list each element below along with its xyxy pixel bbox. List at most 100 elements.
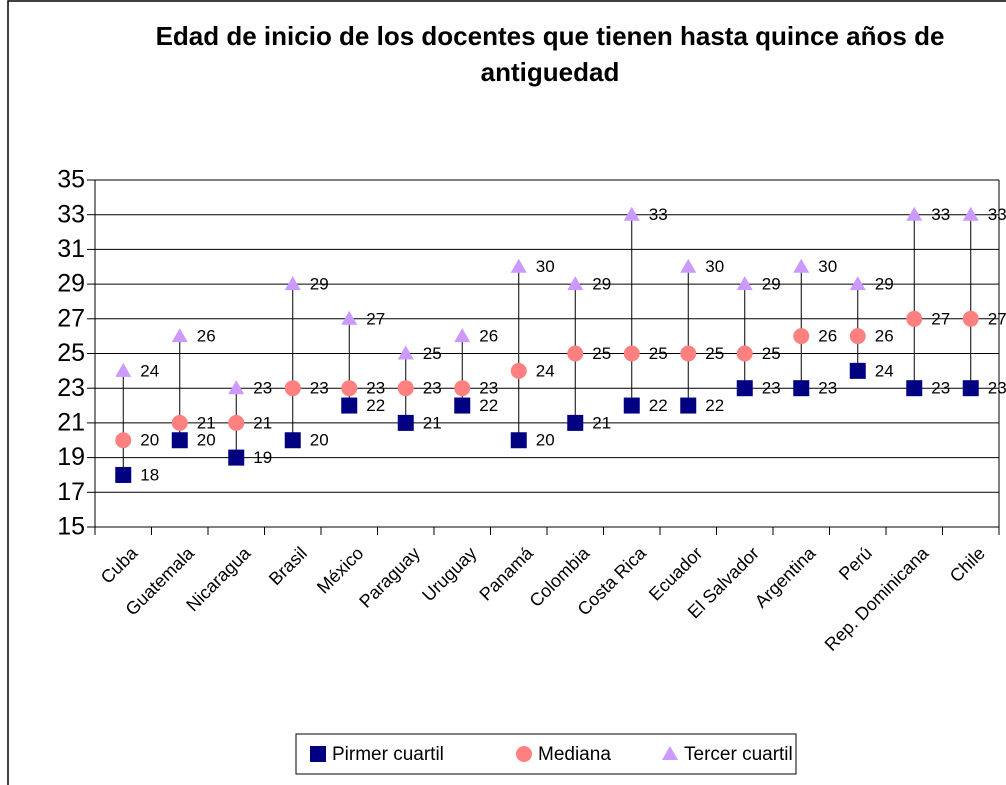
marker-circle	[736, 345, 753, 362]
marker-triangle	[397, 345, 414, 360]
marker-circle	[516, 746, 532, 762]
marker-circle	[228, 414, 245, 431]
data-label: 29	[592, 275, 611, 294]
data-label: 29	[875, 275, 894, 294]
marker-circle	[397, 380, 414, 397]
marker-triangle	[341, 310, 358, 325]
data-label: 26	[818, 327, 837, 346]
marker-triangle	[962, 206, 979, 221]
marker-square	[454, 397, 471, 414]
data-label: 21	[423, 413, 442, 432]
legend-box	[295, 733, 797, 775]
marker-square	[115, 466, 132, 483]
marker-triangle	[906, 206, 923, 221]
data-label: 21	[253, 413, 272, 432]
legend: Pirmer cuartil Mediana Tercer cuartil	[295, 733, 797, 775]
data-label: 23	[423, 379, 442, 398]
data-label: 29	[310, 275, 329, 294]
y-tick-label: 19	[57, 443, 85, 471]
marker-circle	[510, 362, 527, 379]
data-label: 26	[875, 327, 894, 346]
marker-square	[849, 362, 866, 379]
marker-circle	[680, 345, 697, 362]
data-label: 30	[705, 257, 724, 276]
marker-circle	[567, 345, 584, 362]
marker-square	[284, 432, 301, 449]
y-tick-label: 35	[57, 166, 85, 194]
marker-square	[397, 414, 414, 431]
marker-triangle	[849, 276, 866, 291]
data-label: 25	[649, 344, 668, 363]
marker-circle	[849, 328, 866, 345]
marker-square	[793, 380, 810, 397]
marker-circle	[284, 380, 301, 397]
y-tick-label: 15	[57, 513, 85, 541]
y-tick-label: 33	[57, 200, 85, 228]
marker-triangle	[623, 206, 640, 221]
marker-triangle	[680, 258, 697, 273]
data-label: 24	[536, 361, 555, 380]
marker-circle	[623, 345, 640, 362]
chart-border	[7, 0, 1006, 785]
data-label: 25	[592, 344, 611, 363]
data-label: 30	[818, 257, 837, 276]
marker-square	[510, 432, 527, 449]
data-label: 20	[140, 431, 159, 450]
marker-triangle	[510, 258, 527, 273]
marker-square	[962, 380, 979, 397]
data-label: 18	[140, 465, 159, 484]
y-tick-label: 29	[57, 270, 85, 298]
data-label: 25	[762, 344, 781, 363]
marker-square	[906, 380, 923, 397]
marker-circle	[341, 380, 358, 397]
marker-triangle	[228, 380, 245, 395]
chart-title: Edad de inicio de los docentes que tiene…	[155, 21, 945, 87]
data-label: 24	[140, 361, 159, 380]
data-label: 25	[705, 344, 724, 363]
marker-square	[567, 414, 584, 431]
data-label: 20	[310, 431, 329, 450]
marker-square	[680, 397, 697, 414]
marker-circle	[793, 328, 810, 345]
data-label: 33	[649, 205, 668, 224]
marker-square	[310, 746, 326, 762]
marker-circle	[962, 310, 979, 327]
data-label: 22	[649, 396, 668, 415]
data-label: 25	[423, 344, 442, 363]
legend-label: Tercer cuartil	[684, 744, 793, 765]
data-label: 21	[592, 413, 611, 432]
marker-triangle	[736, 276, 753, 291]
data-label: 23	[479, 379, 498, 398]
data-label: 22	[705, 396, 724, 415]
data-label: 26	[479, 327, 498, 346]
y-tick-label: 31	[57, 235, 85, 263]
y-tick-label: 17	[57, 478, 85, 506]
legend-label: Mediana	[538, 744, 611, 765]
data-label: 33	[988, 205, 1006, 224]
y-tick-label: 23	[57, 374, 85, 402]
data-label: 23	[253, 379, 272, 398]
data-label: 23	[818, 379, 837, 398]
marker-square	[341, 397, 358, 414]
marker-circle	[171, 414, 188, 431]
data-label: 23	[988, 379, 1006, 398]
data-label: 23	[762, 379, 781, 398]
marker-triangle	[793, 258, 810, 273]
data-label: 23	[931, 379, 950, 398]
data-label: 26	[197, 327, 216, 346]
marker-triangle	[115, 362, 132, 377]
y-tick-label: 21	[57, 409, 85, 437]
data-label: 19	[253, 448, 272, 467]
marker-triangle	[454, 328, 471, 343]
y-tick-label: 27	[57, 304, 85, 332]
data-label: 24	[875, 361, 894, 380]
marker-square	[623, 397, 640, 414]
marker-triangle	[284, 276, 301, 291]
data-label: 29	[762, 275, 781, 294]
data-label: 20	[536, 431, 555, 450]
data-label: 22	[479, 396, 498, 415]
data-label: 27	[931, 309, 950, 328]
marker-triangle	[171, 328, 188, 343]
